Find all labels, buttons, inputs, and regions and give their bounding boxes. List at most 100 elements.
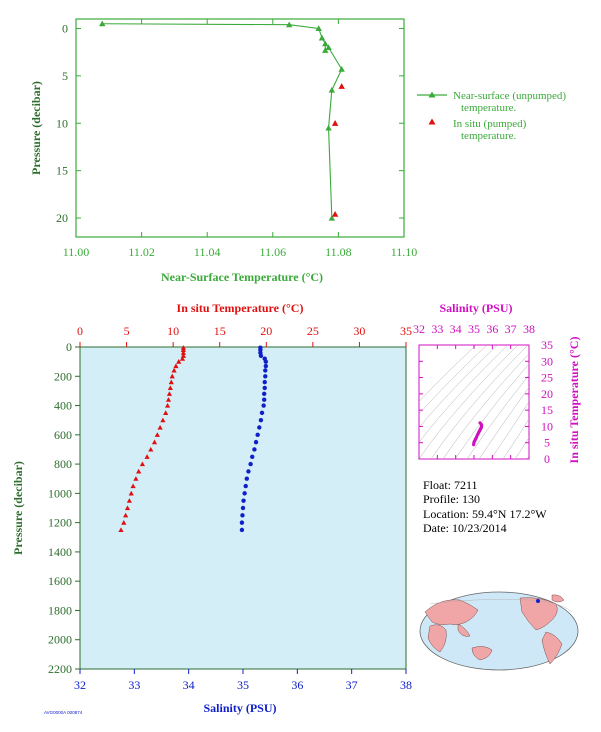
temperature-point xyxy=(180,350,186,355)
ts-y-tick-label: 5 xyxy=(544,436,550,450)
near-surface-point xyxy=(322,40,329,47)
near-surface-y-tick-label: 15 xyxy=(56,164,68,178)
pressure-tick-label: 1000 xyxy=(48,486,72,500)
salinity-point xyxy=(239,520,245,525)
temperature-point xyxy=(130,483,136,489)
temperature-point xyxy=(160,417,166,423)
density-contour xyxy=(419,345,488,415)
ts-point xyxy=(478,421,482,425)
legend-marker-in-situ xyxy=(428,118,436,125)
near-surface-chart: 11.00 11.02 11.04 11.06 11.08 11.10 05101520 … xyxy=(29,18,417,284)
temperature-point xyxy=(148,446,154,452)
salinity-point xyxy=(261,397,267,402)
near-surface-point xyxy=(315,25,322,32)
temperature-point xyxy=(154,432,160,437)
salinity-point xyxy=(239,527,245,533)
salinity-tick-label: 35 xyxy=(237,678,249,692)
salinity-point xyxy=(259,410,265,416)
temperature-point xyxy=(164,402,171,408)
temperature-tick-label: 0 xyxy=(77,324,83,338)
near-surface-x-label: Near-Surface Temperature (°C) xyxy=(161,270,323,284)
map-land xyxy=(424,594,565,665)
temperature-point xyxy=(133,476,139,481)
temperature-point xyxy=(139,461,146,467)
near-surface-x-tick-label: 11.08 xyxy=(325,245,352,259)
ts-diagram: 32 33 34 35 36 37 38 0 5 10 15 20 25 30 35 Salinity (P… xyxy=(413,301,581,466)
temperature-point xyxy=(169,373,175,379)
density-contour xyxy=(430,345,529,459)
ts-y-tick-label: 10 xyxy=(541,419,553,433)
ts-x-tick-label: 34 xyxy=(450,322,462,336)
temperature-point xyxy=(151,439,158,445)
salinity-tick-label: 34 xyxy=(183,678,195,692)
pressure-tick-label: 1200 xyxy=(48,516,72,530)
near-surface-plot-frame xyxy=(75,18,405,238)
salinity-point xyxy=(258,417,264,423)
near-surface-point xyxy=(328,86,336,93)
pressure-tick-label: 400 xyxy=(54,399,72,413)
world-map xyxy=(419,591,579,671)
pressure-tick-label: 600 xyxy=(54,428,72,442)
near-surface-x-tick-label: 11.00 xyxy=(63,245,90,259)
near-surface-point xyxy=(325,124,332,131)
near-surface-y-label: Pressure (decibar) xyxy=(29,81,43,175)
temperature-point xyxy=(118,527,124,533)
density-contour xyxy=(514,437,529,459)
ts-y-label: In situ Temperature (°C) xyxy=(567,337,581,464)
salinity-point xyxy=(262,379,267,385)
temperature-point xyxy=(180,347,186,353)
in-situ-point xyxy=(331,211,339,217)
temperature-point xyxy=(173,363,179,369)
near-surface-y-tick-label: 20 xyxy=(56,211,68,225)
pressure-tick-label: 0 xyxy=(66,340,72,354)
salinity-point xyxy=(250,454,255,459)
temperature-point xyxy=(144,454,150,459)
pressure-tick-label: 2200 xyxy=(48,662,72,676)
date: Date: 10/23/2014 xyxy=(423,521,507,535)
legend-label-in-situ: In situ (pumped) temperature. xyxy=(453,118,529,142)
density-contour xyxy=(419,345,519,459)
salinity-point xyxy=(258,353,264,358)
near-surface-point xyxy=(318,34,326,41)
salinity-tick-label: 32 xyxy=(74,678,86,692)
near-surface-y-tick-label: 10 xyxy=(56,116,68,130)
profile-chart: 0 5 10 15 20 25 30 35 32 33 34 35 36 37 38 0 200 400 600… xyxy=(11,301,412,715)
in-situ-point xyxy=(338,83,345,89)
pressure-tick-label: 1600 xyxy=(48,574,72,588)
salinity-point xyxy=(253,439,259,445)
density-contour xyxy=(419,345,509,443)
salinity-point xyxy=(242,491,247,496)
salinity-point xyxy=(252,447,257,452)
temperature-point xyxy=(166,391,173,396)
temperature-point xyxy=(168,379,174,385)
temperature-tick-label: 25 xyxy=(307,324,319,338)
map-graticule xyxy=(429,599,573,613)
in-situ-point xyxy=(331,120,339,126)
near-surface-y-tick-label: 5 xyxy=(62,69,68,83)
near-surface-point xyxy=(338,66,345,72)
temperature-point xyxy=(126,498,132,503)
temperature-point xyxy=(121,520,127,525)
temperature-point xyxy=(179,356,186,361)
near-surface-x-tick-label: 11.06 xyxy=(260,245,287,259)
salinity-point xyxy=(262,385,267,391)
temperature-axis-label: In situ Temperature (°C) xyxy=(177,301,304,315)
ts-x-tick-label: 36 xyxy=(486,322,498,336)
temperature-point xyxy=(167,385,173,391)
ts-x-tick-label: 38 xyxy=(523,322,535,336)
temperature-point xyxy=(165,397,172,402)
density-contour xyxy=(419,345,498,428)
ts-x-tick-label: 37 xyxy=(505,322,517,336)
density-contour xyxy=(502,418,529,459)
salinity-point xyxy=(263,368,268,373)
temperature-tick-label: 35 xyxy=(400,324,412,338)
salinity-tick-label: 38 xyxy=(400,678,412,692)
ts-x-label: Salinity (PSU) xyxy=(439,301,512,315)
ts-y-tick-label: 35 xyxy=(541,338,553,352)
pressure-tick-label: 1800 xyxy=(48,603,72,617)
pressure-tick-label: 1400 xyxy=(48,545,72,559)
ts-y-tick-label: 0 xyxy=(544,452,550,466)
salinity-point xyxy=(263,374,268,379)
temperature-point xyxy=(157,424,163,430)
